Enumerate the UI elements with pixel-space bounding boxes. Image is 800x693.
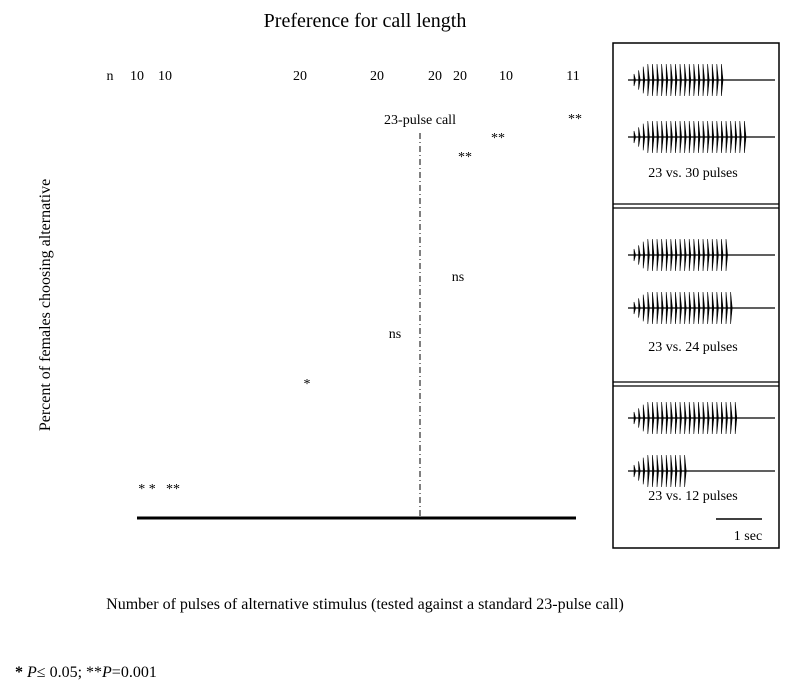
n-value: 20 [370,69,384,84]
reference-label: 23-pulse call [384,113,456,128]
panel-caption: 23 vs. 24 pulses [648,340,737,355]
figure-title: Preference for call length [264,10,467,32]
n-value: 10 [158,69,172,84]
waveform [633,120,747,154]
significance-label: ns [389,327,401,342]
scale-bar-label: 1 sec [734,529,762,544]
y-axis-label: Percent of females choosing alternative [37,179,54,431]
footnote-part: P [23,664,37,681]
waveform [633,291,733,325]
panel-box [612,42,780,549]
footnote-part: ≤ 0.05; ** [37,664,102,681]
significance-label: * [304,377,311,392]
footnote-part: P [101,664,112,681]
n-value: 10 [130,69,144,84]
n-value: 20 [428,69,442,84]
significance-label: ** [458,150,472,165]
n-value: 10 [499,69,513,84]
panel-caption: 23 vs. 30 pulses [648,166,737,181]
significance-label: ns [452,270,464,285]
footnote-part: =0.001 [112,664,157,681]
significance-label: ** [491,131,505,146]
n-label: n [107,69,114,84]
panel-caption: 23 vs. 12 pulses [648,489,737,504]
waveform [633,238,728,272]
waveform [633,63,724,97]
n-value: 20 [453,69,467,84]
significance-label: ** [166,482,180,497]
significance-label: * * [138,482,156,497]
footnote-part: * [15,664,23,681]
significance-label: ** [568,112,582,127]
n-value: 20 [293,69,307,84]
footnote: * P≤ 0.05; **P=0.001 [15,664,157,681]
n-value: 11 [566,69,579,84]
x-axis-label: Number of pulses of alternative stimulus… [106,596,624,613]
waveform [633,401,738,435]
waveform [633,454,687,488]
